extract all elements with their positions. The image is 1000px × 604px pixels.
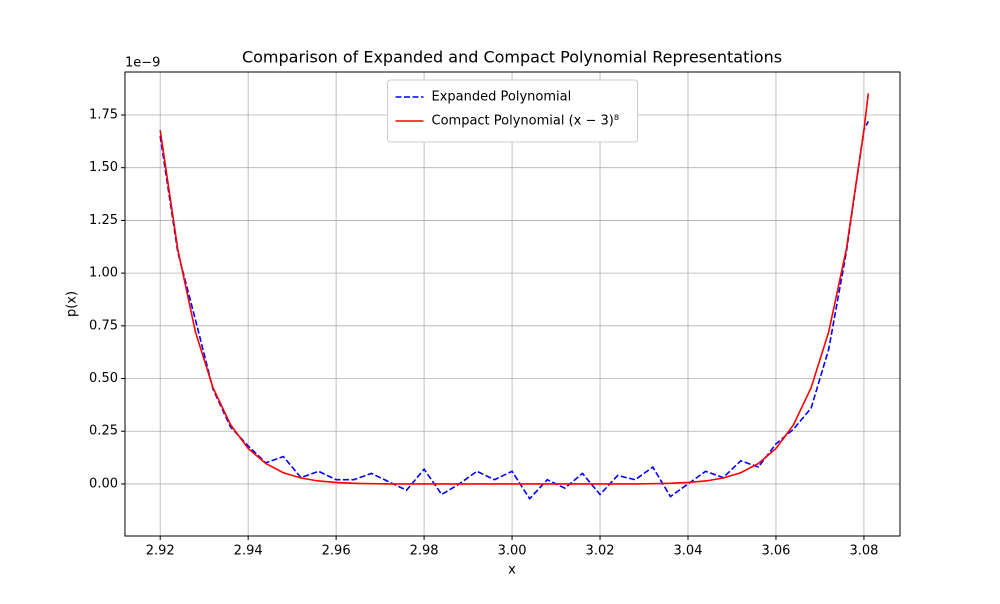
x-axis-label: x bbox=[508, 563, 516, 578]
y-tick-label: 0.00 bbox=[89, 476, 118, 491]
chart-title: Comparison of Expanded and Compact Polyn… bbox=[242, 48, 782, 67]
x-tick-label: 2.98 bbox=[410, 544, 439, 559]
series-line bbox=[159, 93, 870, 485]
y-tick-label: 0.50 bbox=[89, 371, 118, 386]
y-tick-label: 1.00 bbox=[89, 266, 118, 281]
legend-label: Expanded Polynomial bbox=[432, 90, 572, 105]
series-line bbox=[159, 120, 870, 500]
x-tick-label: 2.96 bbox=[322, 544, 351, 559]
plot-frame bbox=[124, 71, 901, 537]
y-axis-label: p(x) bbox=[65, 291, 80, 317]
x-tick-label: 3.08 bbox=[849, 544, 878, 559]
y-tick-label: 0.25 bbox=[89, 424, 118, 439]
x-tick-label: 3.06 bbox=[761, 544, 790, 559]
x-tick-label: 3.04 bbox=[674, 544, 703, 559]
x-tick-label: 3.02 bbox=[586, 544, 615, 559]
x-tick-label: 2.92 bbox=[146, 544, 175, 559]
y-tick-label: 1.25 bbox=[89, 213, 118, 228]
y-tick-label: 1.75 bbox=[89, 108, 118, 123]
y-offset-label: 1e−9 bbox=[125, 56, 160, 71]
x-tick-label: 2.94 bbox=[234, 544, 263, 559]
legend-label: Compact Polynomial (x − 3)⁸ bbox=[432, 114, 620, 129]
y-tick-label: 0.75 bbox=[89, 318, 118, 333]
legend-box bbox=[387, 79, 638, 143]
y-tick-label: 1.50 bbox=[89, 160, 118, 175]
x-tick-label: 3.00 bbox=[498, 544, 527, 559]
